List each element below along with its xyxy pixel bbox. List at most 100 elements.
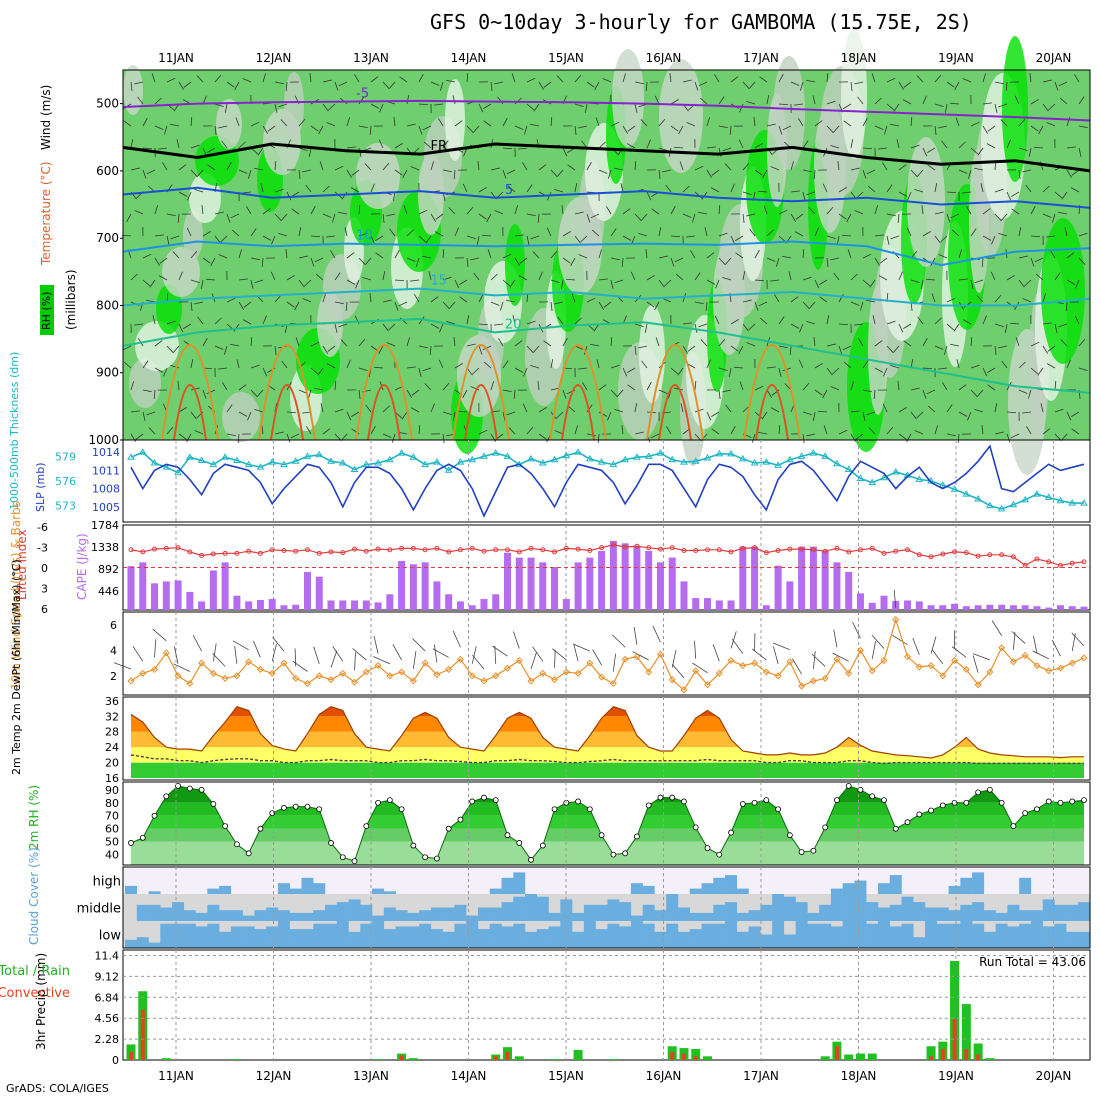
cloud-cover-axis-label: Cloud Cover (%)	[27, 847, 41, 945]
cloud-cover-cell	[960, 877, 973, 894]
wind-barb	[694, 165, 704, 171]
wind-barb	[882, 403, 888, 413]
precip-tick: 2.28	[95, 1033, 120, 1046]
wind-barb	[434, 231, 444, 237]
wind-speed-marker	[292, 674, 300, 682]
wind-barb	[1065, 301, 1068, 312]
temperature-tick: 24	[105, 741, 119, 754]
wind-barb	[350, 187, 360, 193]
wind-barb	[526, 235, 530, 245]
cloud-cover-cell	[783, 896, 796, 921]
wind-barb	[250, 228, 257, 237]
wind-barb	[610, 336, 613, 347]
wind-barb	[757, 190, 768, 193]
cape-bar	[856, 593, 864, 610]
wind-barb	[966, 206, 972, 215]
wind-barb	[172, 345, 180, 354]
cloud-cover-cell	[866, 902, 879, 921]
cloud-cover-cell	[972, 923, 985, 948]
wind-barb	[498, 338, 504, 347]
wind-barb	[574, 345, 584, 350]
pressure-units-label: (millibars)	[64, 269, 78, 330]
wind-speed-marker	[751, 659, 759, 667]
wind-barb	[832, 125, 840, 134]
wind-barb	[987, 384, 996, 391]
rh-marker	[975, 789, 982, 796]
wind-barb	[718, 232, 728, 237]
rh-shade-cell	[216, 99, 242, 149]
wind-speed-marker	[845, 669, 853, 677]
wind-barb	[238, 301, 244, 310]
wind-barb	[130, 273, 138, 281]
surface-wind-barb	[871, 634, 885, 649]
wind-speed-marker	[527, 677, 535, 685]
wind-barb	[658, 389, 668, 394]
lifted-index-marker	[175, 545, 181, 551]
wind-barb	[430, 213, 436, 222]
wind-barb	[970, 147, 979, 155]
wind-barb	[334, 165, 344, 171]
precip-tick: 6.84	[95, 991, 120, 1004]
thickness-marker	[821, 452, 830, 459]
wind-speed-marker	[480, 677, 488, 685]
wind-barb	[242, 319, 252, 325]
wind-barb	[866, 299, 876, 303]
wind-barb	[843, 120, 852, 127]
lifted-index-marker	[963, 550, 969, 556]
wind-barb	[322, 428, 331, 435]
wind-barb	[802, 248, 805, 259]
wind-barb	[490, 273, 498, 281]
cloud-cover-cell	[936, 907, 949, 921]
lifted-index-marker	[422, 547, 428, 553]
total-precip-bar	[373, 1059, 383, 1060]
wind-speed-marker	[856, 646, 864, 654]
cloud-cover-cell	[207, 888, 220, 894]
wind-speed-marker	[1056, 664, 1065, 672]
wind-barb	[310, 205, 316, 215]
wind-barb	[833, 272, 840, 281]
wind-speed-marker	[915, 663, 923, 671]
figure-title: GFS 0~10day 3-hourly for GAMBOMA (15.75E…	[430, 10, 972, 34]
wind-barb	[670, 367, 679, 375]
wind-barb	[298, 169, 301, 179]
surface-isotherm	[270, 384, 304, 441]
cape-bar	[633, 545, 641, 610]
wind-speed-marker	[998, 644, 1006, 652]
surface-wind-barb	[294, 648, 297, 667]
thickness-marker	[162, 463, 171, 470]
temperature-band	[131, 762, 1084, 779]
rh-shade-cell	[639, 305, 665, 403]
wind-barb	[562, 257, 571, 264]
wind-barb	[934, 183, 938, 193]
cloud-cover-cell	[983, 910, 996, 921]
wind-barb	[670, 125, 679, 132]
wind-barb	[556, 75, 564, 83]
rh-marker	[375, 799, 381, 806]
slp-tick: 1011	[92, 464, 120, 477]
wind-barb	[758, 301, 768, 307]
wind-barb	[898, 191, 908, 197]
wind-barb	[399, 76, 408, 83]
cape-bar	[1068, 606, 1076, 610]
wind-barb	[134, 81, 144, 85]
wind-barb	[154, 257, 160, 266]
wind-barb	[562, 389, 567, 399]
wind-barb	[1034, 257, 1044, 263]
cloud-cover-cell	[901, 896, 914, 921]
surface-wind-barb	[832, 652, 849, 662]
rh-marker	[328, 840, 334, 846]
cape-bar	[468, 605, 476, 610]
temperature-tick: 28	[105, 726, 119, 739]
wind-barb	[1024, 279, 1032, 287]
total-precip-bar	[973, 1043, 983, 1060]
wind-barb	[814, 227, 819, 237]
cloud-cover-cell	[513, 896, 526, 921]
cloud-cover-cell	[407, 912, 420, 921]
cloud-cover-cell	[960, 921, 973, 948]
cape-bar	[256, 599, 264, 610]
wind-barb	[538, 164, 547, 171]
wind-barb	[502, 253, 512, 259]
wind-barb	[970, 279, 974, 289]
wind-barb	[418, 73, 424, 83]
wind-barb	[634, 431, 644, 435]
